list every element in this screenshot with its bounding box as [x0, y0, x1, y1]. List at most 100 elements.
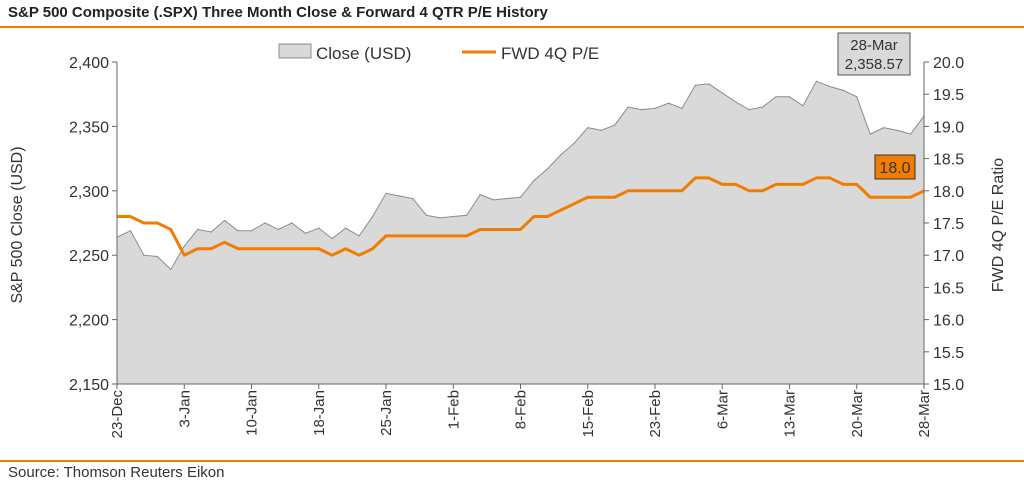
x-tick-label: 1-Feb	[445, 390, 462, 429]
close-point	[600, 129, 602, 131]
close-point	[802, 105, 804, 107]
right-tick-label: 15.0	[933, 377, 964, 394]
pe-callout-value: 18.0	[879, 160, 910, 177]
right-tick-label: 15.5	[933, 345, 964, 362]
close-point	[546, 168, 549, 170]
close-point	[587, 127, 589, 129]
pe-point	[398, 235, 401, 237]
close-point	[452, 215, 454, 218]
pe-point	[909, 196, 912, 198]
legend-pe-label: FWD 4Q P/E	[501, 44, 599, 63]
close-point	[291, 222, 293, 224]
close-point	[466, 214, 468, 216]
x-tick-label: 8-Feb	[513, 390, 530, 429]
pe-point	[896, 196, 898, 198]
pe-point	[237, 248, 239, 250]
close-point	[371, 215, 374, 218]
close-point	[170, 268, 172, 270]
close-point	[842, 89, 844, 91]
footer-divider	[0, 460, 1024, 462]
pe-point	[466, 235, 468, 237]
close-point	[412, 197, 414, 200]
close-point	[694, 84, 696, 86]
close-callout-date: 28-Mar	[850, 37, 898, 54]
pe-point	[318, 248, 320, 250]
pe-point	[143, 222, 145, 224]
pe-point	[264, 248, 266, 250]
pe-point	[291, 248, 293, 250]
close-point	[748, 109, 750, 111]
pe-point	[640, 190, 643, 192]
pe-point	[345, 248, 347, 250]
legend-close-swatch	[278, 43, 312, 59]
pe-point	[519, 228, 522, 231]
close-point	[224, 219, 226, 222]
pe-point	[197, 248, 199, 250]
pe-point	[371, 248, 374, 250]
pe-point	[815, 177, 818, 179]
source-note: Source: Thomson Reuters Eikon	[8, 464, 225, 481]
pe-point	[667, 190, 670, 192]
close-point	[560, 154, 562, 156]
pe-point	[573, 203, 575, 205]
x-tick-label: 10-Jan	[244, 390, 261, 436]
close-point	[896, 129, 898, 131]
pe-point	[802, 183, 804, 185]
close-point	[627, 106, 629, 108]
pe-point	[883, 196, 885, 198]
pe-point	[842, 183, 844, 185]
right-tick-label: 20.0	[933, 55, 964, 72]
close-point	[210, 231, 212, 233]
pe-point	[277, 248, 279, 250]
x-tick-label: 13-Mar	[782, 390, 799, 438]
left-tick-label: 2,400	[69, 55, 109, 72]
close-point	[479, 194, 481, 196]
close-area	[117, 81, 924, 384]
left-tick-label: 2,250	[69, 248, 109, 265]
close-point	[762, 106, 764, 108]
pe-point	[721, 183, 723, 185]
pe-point	[224, 241, 226, 243]
pe-point	[479, 228, 481, 231]
x-tick-label: 28-Mar	[916, 390, 933, 438]
x-tick-label: 25-Jan	[378, 390, 395, 436]
pe-point	[748, 190, 750, 192]
pe-point	[614, 196, 616, 198]
close-point	[129, 230, 132, 232]
pe-point	[694, 177, 696, 179]
close-point	[331, 237, 333, 240]
right-axis-title: FWD 4Q P/E Ratio	[990, 158, 1007, 292]
close-point	[533, 179, 535, 182]
pe-point	[210, 248, 212, 250]
close-point	[708, 83, 710, 85]
close-callout-box	[837, 32, 911, 76]
close-point	[277, 228, 279, 231]
pe-point	[331, 254, 333, 256]
pe-point	[856, 183, 858, 185]
close-point	[654, 107, 656, 109]
pe-point	[304, 248, 306, 250]
close-point	[493, 199, 495, 201]
pe-point	[869, 196, 871, 198]
close-point	[721, 92, 723, 94]
close-point	[883, 127, 885, 129]
close-point	[183, 245, 185, 247]
close-point	[156, 255, 158, 258]
pe-callout-box	[874, 154, 916, 180]
close-point	[439, 217, 441, 219]
close-value-callout: 28-Mar 2,358.57	[837, 32, 911, 76]
pe-point	[439, 235, 441, 237]
left-tick-label: 2,150	[69, 377, 109, 394]
right-tick-label: 16.5	[933, 280, 964, 297]
left-axis-title: S&P 500 Close (USD)	[9, 146, 26, 303]
close-point	[909, 133, 912, 135]
x-tick-label: 3-Jan	[176, 390, 193, 428]
pe-point	[533, 215, 535, 218]
right-tick-label: 19.0	[933, 119, 964, 136]
pe-point	[829, 177, 831, 179]
close-point	[614, 124, 616, 126]
close-point	[197, 228, 199, 231]
pe-point	[506, 228, 508, 231]
pe-point	[493, 228, 495, 231]
pe-point	[546, 215, 549, 218]
